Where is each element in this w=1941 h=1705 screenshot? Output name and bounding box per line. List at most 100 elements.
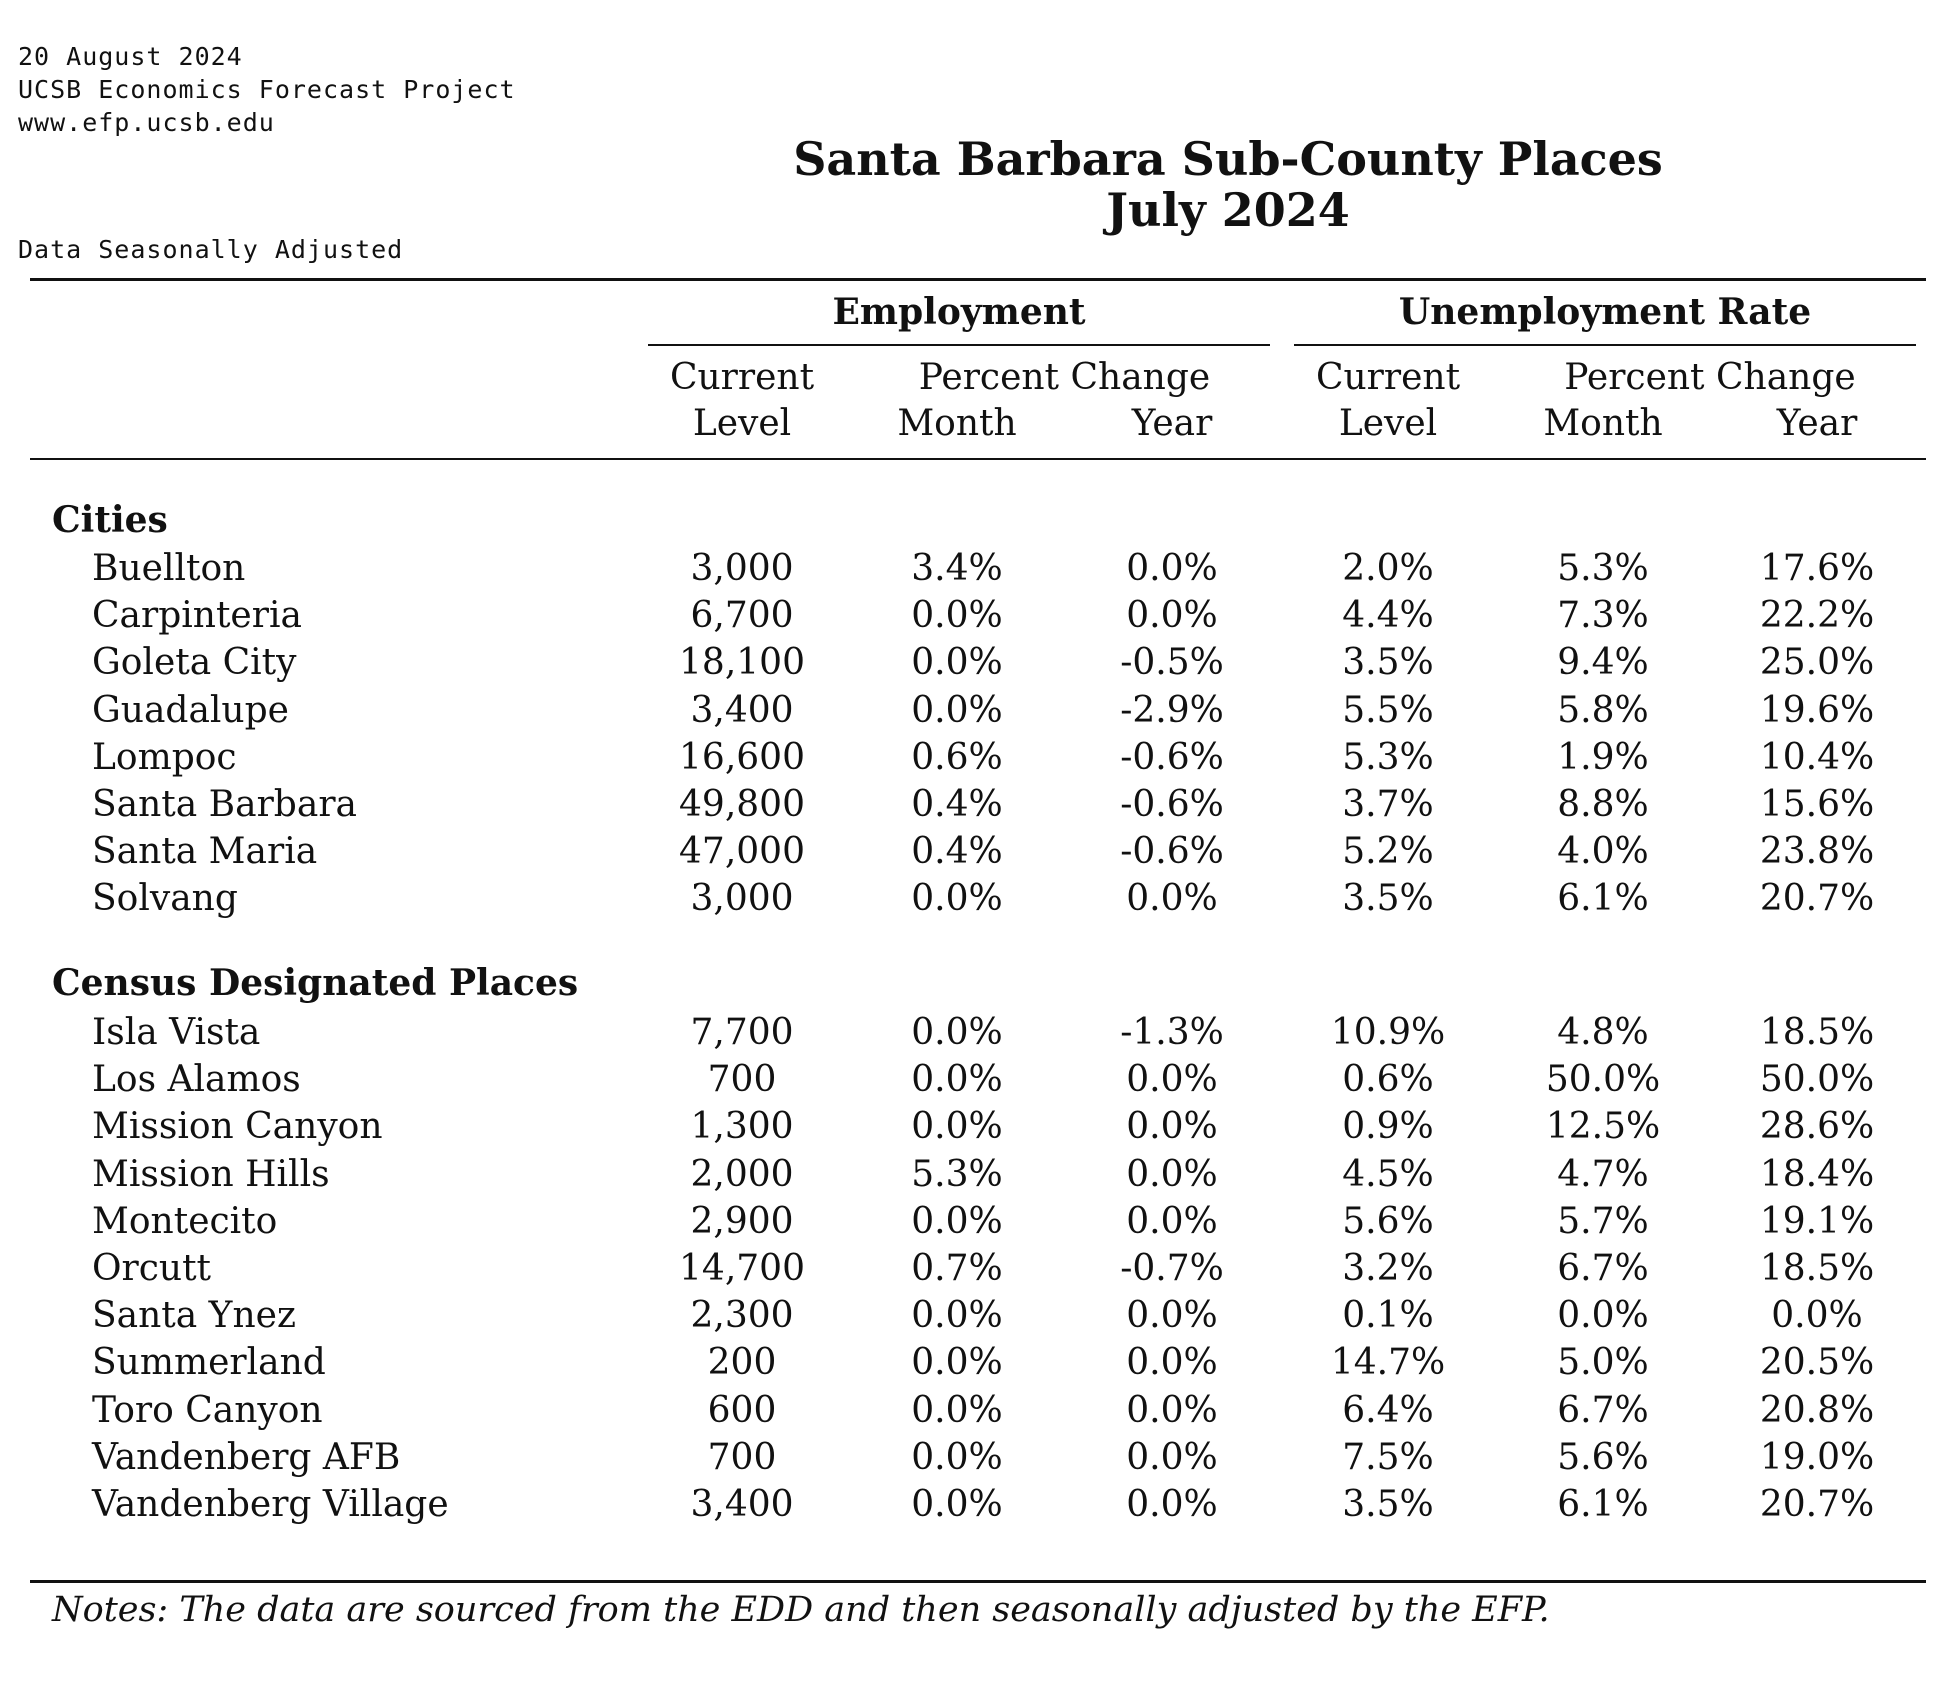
unemployment-rate-level: 14.7% — [1330, 1342, 1446, 1384]
emp-month-header: Month — [897, 403, 1017, 444]
unemployment-year-change: 19.0% — [1759, 1436, 1875, 1478]
unemployment-rate-level: 0.1% — [1342, 1295, 1434, 1337]
unemployment-month-change: 4.7% — [1557, 1153, 1649, 1195]
employment-year-change: 0.0% — [1126, 1436, 1218, 1478]
unemployment-year-change: 20.8% — [1759, 1389, 1875, 1431]
employment-level: 3,000 — [690, 878, 794, 920]
table-row: Santa Maria 47,000 0.4% -0.6% 5.2% 4.0% 23.8% — [0, 828, 1941, 875]
employment-year-change: 0.0% — [1126, 595, 1218, 637]
employment-level: 1,300 — [690, 1106, 794, 1148]
page-title: Santa Barbara Sub-County Places — [793, 132, 1663, 186]
unemployment-group-rule — [1294, 344, 1916, 346]
unemployment-year-change: 20.7% — [1759, 1484, 1875, 1525]
unemployment-rate-level: 10.9% — [1330, 1012, 1446, 1053]
unemployment-rate-level: 3.5% — [1342, 642, 1434, 684]
employment-level: 16,600 — [679, 736, 805, 778]
employment-year-change: -0.6% — [1120, 784, 1224, 825]
employment-level: 700 — [707, 1059, 777, 1101]
unemployment-month-change: 8.8% — [1557, 784, 1649, 825]
unemployment-month-change: 6.1% — [1557, 878, 1649, 920]
place-name: Summerland — [92, 1342, 326, 1384]
employment-year-change: 0.0% — [1126, 878, 1218, 920]
employment-month-change: 0.0% — [911, 1012, 1003, 1053]
employment-year-change: -0.6% — [1120, 736, 1224, 778]
employment-month-change: 0.4% — [911, 784, 1003, 825]
table-row: Orcutt 14,700 0.7% -0.7% 3.2% 6.7% 18.5% — [0, 1245, 1941, 1292]
ur-percent-change-header: Percent Change — [1564, 357, 1856, 398]
unemployment-rate-level: 5.5% — [1342, 689, 1434, 731]
unemployment-year-change: 25.0% — [1759, 642, 1875, 684]
employment-level: 3,400 — [690, 689, 794, 731]
place-name: Toro Canyon — [92, 1389, 323, 1431]
unemployment-year-change: 19.6% — [1759, 689, 1875, 731]
employment-year-change: 0.0% — [1126, 548, 1218, 589]
emp-level-label: Level — [692, 403, 792, 444]
unemployment-month-change: 12.5% — [1545, 1106, 1661, 1148]
employment-level: 600 — [707, 1389, 777, 1431]
employment-year-change: -0.5% — [1120, 642, 1224, 684]
employment-month-change: 5.3% — [911, 1153, 1003, 1195]
employment-month-change: 0.0% — [911, 1389, 1003, 1431]
place-name: Solvang — [92, 878, 238, 920]
unemployment-month-change: 5.0% — [1557, 1342, 1649, 1384]
unemployment-year-change: 18.4% — [1759, 1153, 1875, 1195]
employment-month-change: 3.4% — [911, 548, 1003, 589]
unemployment-year-change: 18.5% — [1759, 1248, 1875, 1289]
employment-year-change: 0.0% — [1126, 1295, 1218, 1337]
place-name: Goleta City — [92, 642, 297, 684]
unemployment-rate-level: 4.5% — [1342, 1153, 1434, 1195]
employment-month-change: 0.0% — [911, 1059, 1003, 1101]
table-top-rule — [30, 278, 1926, 281]
unemployment-month-change: 5.3% — [1557, 548, 1649, 589]
unemployment-group-header: Unemployment Rate — [1398, 291, 1812, 333]
table-bottom-rule — [30, 1580, 1926, 1583]
unemployment-rate-level: 3.5% — [1342, 1484, 1434, 1525]
table-row: Montecito 2,900 0.0% 0.0% 5.6% 5.7% 19.1% — [0, 1198, 1941, 1245]
unemployment-rate-level: 5.6% — [1342, 1200, 1434, 1242]
employment-year-change: -0.7% — [1120, 1248, 1224, 1289]
employment-month-change: 0.0% — [911, 1295, 1003, 1337]
emp-current-level-header: Current Level — [662, 355, 822, 447]
table-row: Isla Vista 7,700 0.0% -1.3% 10.9% 4.8% 18.5% — [0, 1009, 1941, 1056]
table-row: Toro Canyon 600 0.0% 0.0% 6.4% 6.7% 20.8% — [0, 1387, 1941, 1434]
unemployment-year-change: 28.6% — [1759, 1106, 1875, 1148]
table-row: Guadalupe 3,400 0.0% -2.9% 5.5% 5.8% 19.6% — [0, 687, 1941, 734]
report-meta: 20 August 2024 UCSB Economics Forecast P… — [18, 40, 516, 139]
employment-level: 18,100 — [679, 642, 805, 684]
employment-year-change: 0.0% — [1126, 1059, 1218, 1101]
unemployment-month-change: 5.7% — [1557, 1200, 1649, 1242]
unemployment-rate-level: 5.3% — [1342, 736, 1434, 778]
unemployment-rate-level: 3.5% — [1342, 878, 1434, 920]
unemployment-month-change: 6.7% — [1557, 1248, 1649, 1289]
unemployment-year-change: 50.0% — [1759, 1059, 1875, 1101]
employment-month-change: 0.6% — [911, 736, 1003, 778]
unemployment-month-change: 4.0% — [1557, 831, 1649, 873]
table-row: Santa Ynez 2,300 0.0% 0.0% 0.1% 0.0% 0.0% — [0, 1292, 1941, 1339]
unemployment-month-change: 5.8% — [1557, 689, 1649, 731]
unemployment-month-change: 5.6% — [1557, 1436, 1649, 1478]
unemployment-year-change: 15.6% — [1759, 784, 1875, 825]
employment-year-change: -0.6% — [1120, 831, 1224, 873]
emp-year-header: Year — [1131, 403, 1213, 444]
page-subtitle: July 2024 — [1106, 183, 1350, 237]
unemployment-month-change: 0.0% — [1557, 1295, 1649, 1337]
unemployment-year-change: 10.4% — [1759, 736, 1875, 778]
section-cities: Cities — [52, 499, 168, 541]
employment-year-change: 0.0% — [1126, 1342, 1218, 1384]
unemployment-month-change: 6.7% — [1557, 1389, 1649, 1431]
unemployment-rate-level: 5.2% — [1342, 831, 1434, 873]
unemployment-month-change: 6.1% — [1557, 1484, 1649, 1525]
table-row: Santa Barbara 49,800 0.4% -0.6% 3.7% 8.8% 15.6… — [0, 781, 1941, 828]
unemployment-year-change: 20.7% — [1759, 878, 1875, 920]
unemployment-rate-level: 7.5% — [1342, 1436, 1434, 1478]
place-name: Los Alamos — [92, 1059, 301, 1101]
report-url: www.efp.ucsb.edu — [18, 108, 275, 137]
unemployment-year-change: 22.2% — [1759, 595, 1875, 637]
place-name: Lompoc — [92, 736, 237, 778]
employment-month-change: 0.0% — [911, 689, 1003, 731]
unemployment-year-change: 19.1% — [1759, 1200, 1875, 1242]
place-name: Orcutt — [92, 1248, 212, 1289]
report-organization: UCSB Economics Forecast Project — [18, 75, 516, 104]
employment-month-change: 0.4% — [911, 831, 1003, 873]
unemployment-rate-level: 3.7% — [1342, 784, 1434, 825]
